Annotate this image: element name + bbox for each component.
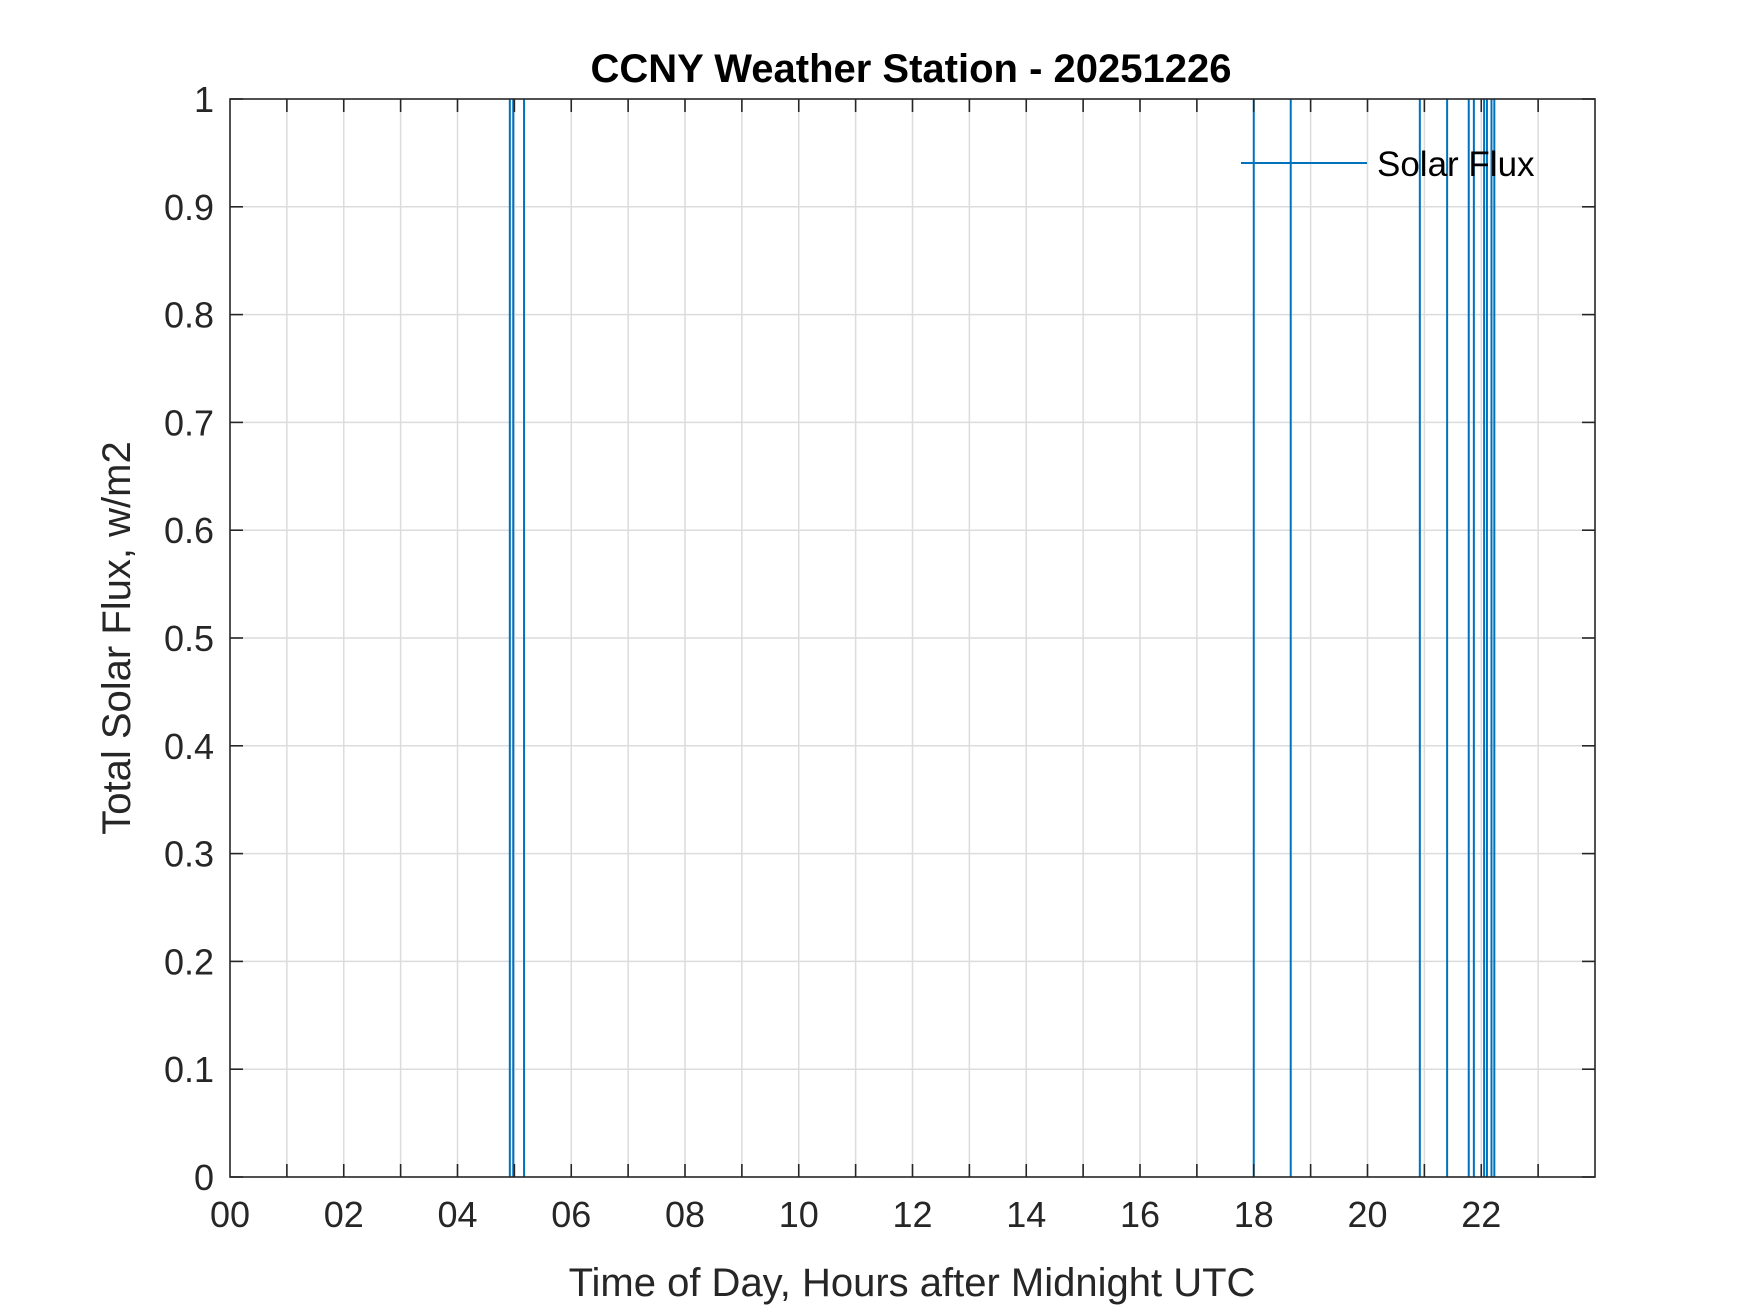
x-tick-label: 22 <box>1461 1194 1501 1235</box>
x-tick-label: 08 <box>665 1194 705 1235</box>
x-tick-label: 06 <box>551 1194 591 1235</box>
x-tick-labels: 00 02 04 06 08 10 12 14 16 18 20 22 <box>210 1194 1501 1235</box>
series-lines <box>508 99 1496 1177</box>
y-tick-label: 0.5 <box>164 618 214 659</box>
legend-label-solar-flux: Solar Flux <box>1377 145 1535 184</box>
x-tick-label: 18 <box>1234 1194 1274 1235</box>
y-tick-label: 0.9 <box>164 187 214 228</box>
y-tick-label: 0.6 <box>164 510 214 551</box>
y-tick-label: 0.7 <box>164 402 214 443</box>
x-tick-label: 12 <box>892 1194 932 1235</box>
x-tick-label: 20 <box>1347 1194 1387 1235</box>
legend: Solar Flux <box>1241 145 1535 184</box>
y-tick-label: 0.4 <box>164 726 214 767</box>
x-tick-label: 16 <box>1120 1194 1160 1235</box>
x-tick-label: 10 <box>779 1194 819 1235</box>
y-tick-labels: 0 0.1 0.2 0.3 0.4 0.5 0.6 0.7 0.8 0.9 1 <box>164 79 214 1198</box>
y-tick-label: 0.1 <box>164 1049 214 1090</box>
x-tick-label: 02 <box>324 1194 364 1235</box>
y-tick-label: 0.8 <box>164 295 214 336</box>
tick-marks <box>230 98 1595 1178</box>
x-tick-label: 04 <box>437 1194 477 1235</box>
y-tick-label: 1 <box>194 79 214 120</box>
grid-lines <box>230 99 1595 1177</box>
x-tick-label: 00 <box>210 1194 250 1235</box>
y-tick-label: 0 <box>194 1157 214 1198</box>
y-axis-label: Total Solar Flux, w/m2 <box>95 441 139 834</box>
y-tick-label: 0.3 <box>164 834 214 875</box>
x-axis-label: Time of Day, Hours after Midnight UTC <box>569 1261 1256 1305</box>
y-tick-label: 0.2 <box>164 941 214 982</box>
x-tick-label: 14 <box>1006 1194 1046 1235</box>
chart-title: CCNY Weather Station - 20251226 <box>591 47 1232 91</box>
